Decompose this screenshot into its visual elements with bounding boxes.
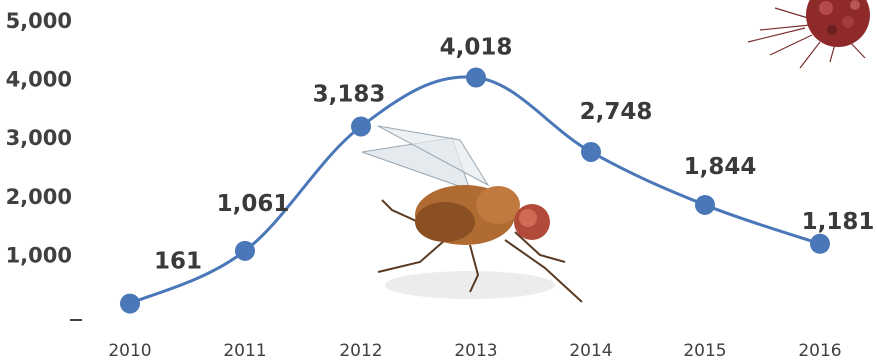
y-axis-ticks: 1,000 2,000 3,000 4,000 5,000 [6, 9, 72, 267]
data-point-marker [466, 67, 486, 88]
data-point-marker [810, 233, 830, 254]
data-point-marker [235, 240, 255, 261]
data-point-marker [695, 194, 715, 215]
y-tick-label: 2,000 [6, 185, 72, 209]
x-axis-ticks: 2010 2011 2012 2013 2014 2015 2016 [108, 341, 841, 361]
x-tick-label: 2016 [798, 341, 841, 361]
x-tick-label: 2010 [108, 341, 151, 361]
red-germ-illustration [747, 0, 870, 69]
y-tick-label: 3,000 [6, 126, 72, 150]
series-markers [120, 67, 830, 314]
y-tick-label: 5,000 [6, 9, 72, 33]
fly-illustration [361, 125, 583, 303]
data-label: 1,181 [802, 209, 875, 235]
x-tick-label: 2014 [569, 341, 612, 361]
x-tick-label: 2011 [223, 341, 266, 361]
x-tick-label: 2013 [454, 341, 497, 361]
data-label: 3,183 [313, 81, 386, 107]
data-point-marker [120, 293, 140, 314]
data-label: 4,018 [440, 35, 513, 61]
data-point-marker [351, 116, 371, 137]
x-tick-label: 2015 [683, 341, 726, 361]
data-labels: 161 1,061 3,183 4,018 2,748 1,844 1,181 [154, 35, 874, 275]
y-tick-label: 1,000 [6, 243, 72, 267]
y-tick-label: 4,000 [6, 68, 72, 92]
data-label: 2,748 [580, 99, 653, 125]
data-label: 1,844 [684, 154, 757, 180]
x-tick-label: 2012 [339, 341, 382, 361]
data-label: 161 [154, 249, 202, 275]
data-point-marker [581, 141, 601, 162]
data-label: 1,061 [217, 191, 290, 217]
